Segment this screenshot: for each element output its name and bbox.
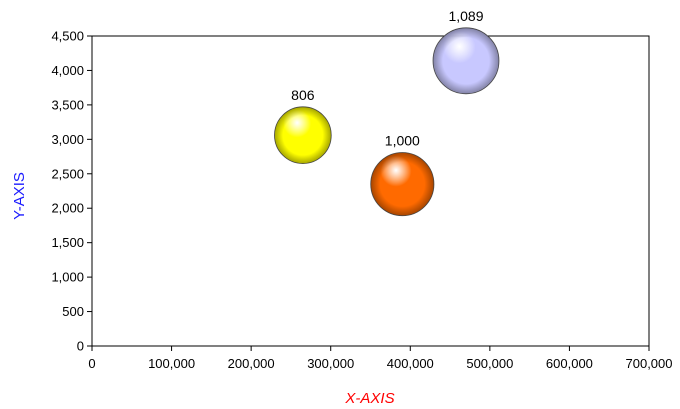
x-tick-label: 200,000 xyxy=(228,356,275,371)
x-axis-title: X-AXIS xyxy=(344,390,394,407)
y-tick-label: 4,500 xyxy=(51,29,84,44)
y-tick-label: 4,000 xyxy=(51,63,84,78)
x-tick-label: 0 xyxy=(88,356,95,371)
y-tick-label: 2,500 xyxy=(51,166,84,181)
y-tick-label: 500 xyxy=(62,304,84,319)
y-tick-label: 1,000 xyxy=(51,270,84,285)
y-tick-label: 2,000 xyxy=(51,201,84,216)
y-axis-title: Y-AXIS xyxy=(11,172,28,220)
x-tick-label: 300,000 xyxy=(307,356,354,371)
bubble-data-label: 1,000 xyxy=(385,132,420,148)
bubble-shading xyxy=(274,106,332,164)
bubble-shading xyxy=(370,152,434,216)
x-tick-label: 700,000 xyxy=(626,356,673,371)
y-tick-label: 0 xyxy=(77,339,84,354)
x-tick-label: 600,000 xyxy=(546,356,593,371)
y-tick-label: 3,000 xyxy=(51,132,84,147)
bubble-data-label: 806 xyxy=(291,87,315,103)
x-tick-label: 100,000 xyxy=(148,356,195,371)
y-tick-label: 3,500 xyxy=(51,97,84,112)
plot-area xyxy=(91,35,650,347)
bubble-series: 806 1,000 1,089 xyxy=(274,8,500,217)
y-axis-ticks: 0 500 1,000 1,500 2,000 2,500 3,000 3,500 4,000 4… xyxy=(51,29,92,354)
x-tick-label: 500,000 xyxy=(466,356,513,371)
bubble-data-label: 1,089 xyxy=(448,8,483,24)
x-axis-ticks: 0 100,000 200,000 300,000 400,000 500,000 600,… xyxy=(88,346,673,371)
bubble-shading xyxy=(432,27,499,94)
y-tick-label: 1,500 xyxy=(51,235,84,250)
x-tick-label: 400,000 xyxy=(387,356,434,371)
